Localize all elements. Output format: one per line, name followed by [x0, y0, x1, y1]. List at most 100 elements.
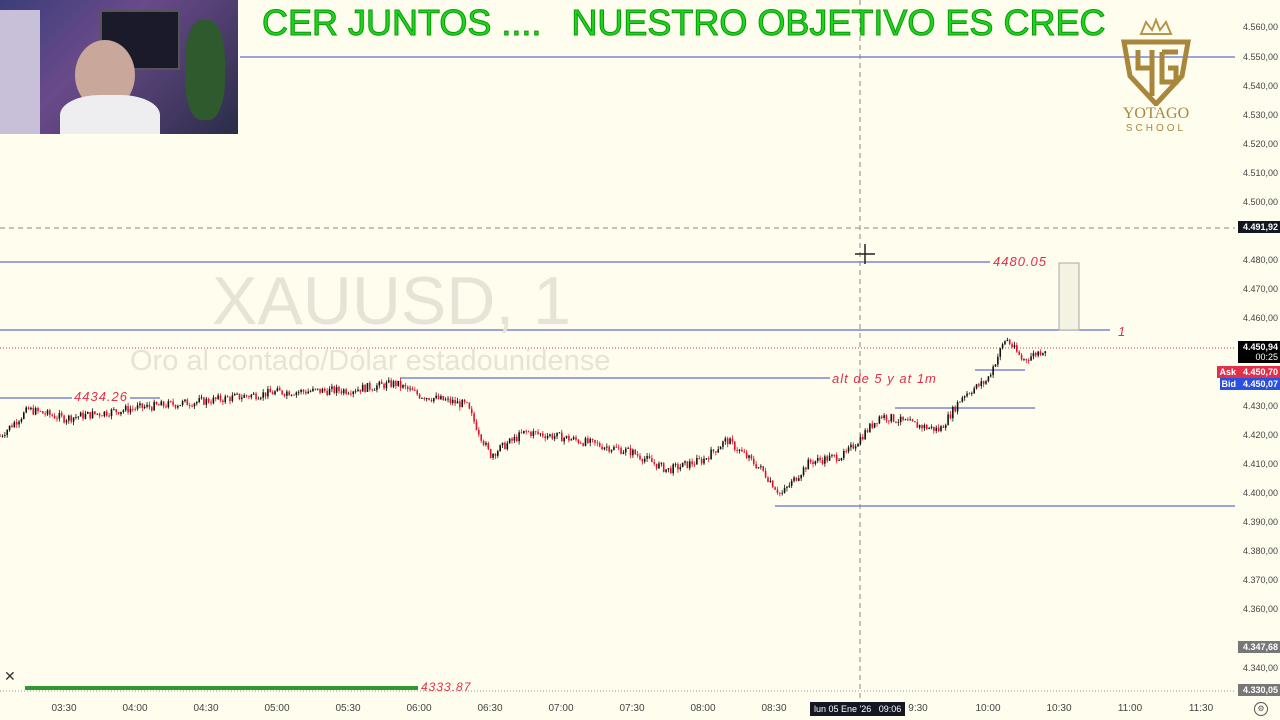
candle-body [245, 395, 248, 397]
candle-body [648, 455, 651, 459]
candle-body [101, 415, 103, 417]
candle-body [0, 435, 1, 437]
candle-body [961, 397, 964, 402]
candle-body [542, 433, 544, 437]
price-tick: 4.340,00 [1242, 662, 1278, 673]
candle-body [556, 432, 558, 437]
candle-body [262, 392, 264, 398]
close-icon[interactable]: ✕ [4, 668, 16, 684]
candle-body [383, 383, 385, 389]
candle-body [627, 447, 629, 449]
candle-body [989, 375, 992, 377]
candle-body [885, 415, 888, 421]
candle-body [470, 408, 473, 414]
candle-body [525, 430, 528, 432]
candle-body [207, 398, 210, 403]
candle-body [433, 398, 435, 402]
candle-body [366, 383, 369, 392]
candle-body [724, 438, 727, 442]
time-tick: 08:00 [690, 703, 716, 714]
last-price: 4.450,94 [1242, 342, 1278, 352]
candle-body [624, 448, 627, 453]
candle-body [444, 399, 447, 401]
candle-body [409, 388, 411, 390]
price-tick: 4.540,00 [1242, 80, 1278, 91]
candle-body [577, 439, 580, 443]
candle-body [646, 455, 648, 459]
candle-body [722, 441, 724, 447]
candle-body [873, 422, 876, 428]
candle-body [902, 416, 904, 420]
candle-body [23, 412, 25, 419]
time-tick: 10:30 [1046, 703, 1072, 714]
candle-body [361, 384, 364, 392]
candle-body [508, 438, 511, 444]
candle-body [482, 440, 485, 445]
candle-body [212, 397, 215, 404]
candle-body [795, 477, 798, 481]
candle-body [783, 487, 786, 493]
settings-gear-icon[interactable]: ⚙ [1254, 702, 1268, 716]
candle-body [288, 391, 291, 396]
price-tick: 4.500,00 [1242, 197, 1278, 207]
candle-body [613, 446, 615, 450]
price-tick: 4.430,00 [1242, 400, 1278, 411]
candle-body [738, 449, 741, 451]
time-tick: 08:30 [761, 703, 787, 714]
candle-body [392, 381, 395, 387]
candle-body [454, 399, 456, 404]
candle-body [944, 425, 947, 428]
candle-body [169, 401, 172, 402]
candle-body [537, 431, 539, 434]
candle-body [824, 456, 826, 464]
candle-body [700, 458, 703, 464]
candle-body [601, 446, 603, 450]
candle-body [335, 386, 338, 393]
time-tick: 07:00 [548, 703, 574, 714]
candle-body [214, 397, 217, 399]
candle-body [1027, 360, 1030, 361]
candle-body [354, 391, 357, 393]
candle-body [326, 390, 328, 395]
candle-body [406, 386, 409, 389]
candle-body [174, 404, 177, 408]
candle-body [769, 480, 772, 482]
candle-body [774, 487, 776, 490]
candle-body [515, 436, 518, 442]
candle-body [236, 393, 238, 395]
candle-body [1001, 344, 1004, 349]
candle-body [86, 412, 89, 414]
candle-body [402, 384, 404, 388]
candle-body [1032, 353, 1035, 357]
candle-body [615, 446, 618, 448]
candle-body [224, 396, 227, 403]
candle-body [226, 396, 229, 398]
candle-body [584, 438, 587, 446]
candle-body [859, 436, 862, 444]
candle-body [871, 423, 874, 428]
price-tick: 4.360,00 [1242, 604, 1278, 615]
candle-body [418, 394, 421, 399]
candle-body [252, 393, 255, 395]
candle-body [278, 388, 281, 391]
candle-body [864, 430, 866, 440]
time-tick: 05:30 [335, 703, 361, 714]
candle-body [997, 356, 999, 365]
crosshair-time-tag: lun 05 Ene '26 09:06 [810, 702, 906, 716]
low-price-tag: 4.347,68 [1238, 641, 1280, 653]
candle-body [655, 463, 658, 469]
candle-body [1008, 339, 1011, 345]
candle-body [935, 427, 938, 431]
candle-body [504, 442, 506, 450]
candle-body [923, 424, 926, 429]
candle-body [191, 405, 193, 407]
candle-body [582, 443, 584, 446]
candle-body [255, 393, 257, 400]
candle-body [691, 461, 693, 465]
candle-body [928, 427, 930, 429]
candle-body [399, 380, 402, 388]
candle-body [371, 389, 373, 391]
candle-body [1025, 359, 1028, 361]
candle-body [172, 401, 174, 405]
